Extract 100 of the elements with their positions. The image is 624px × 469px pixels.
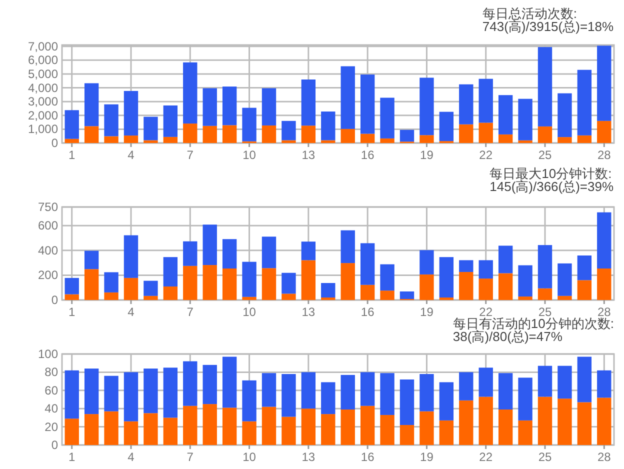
bar	[64, 278, 79, 294]
bar	[301, 260, 316, 300]
bar	[360, 74, 375, 134]
bar	[380, 98, 394, 138]
x-tick-label: 22	[479, 305, 493, 319]
bar	[104, 136, 118, 143]
bar	[183, 266, 198, 300]
y-tick-label: 80	[44, 365, 58, 380]
bar	[163, 257, 178, 286]
chart-title: 每日最大10分钟计数:	[490, 166, 612, 181]
bar	[597, 268, 612, 300]
bar	[301, 372, 316, 409]
y-tick-label: 0	[51, 438, 58, 452]
bar	[498, 410, 513, 445]
x-tick-label: 4	[128, 148, 135, 162]
bar	[518, 296, 532, 300]
bar	[64, 370, 79, 419]
bar	[538, 288, 552, 300]
bar	[242, 421, 256, 445]
bar	[360, 284, 375, 300]
bar	[538, 126, 552, 143]
x-tick-label: 25	[538, 450, 552, 464]
bar	[262, 236, 276, 268]
bar	[577, 255, 592, 280]
bar	[84, 414, 99, 445]
chart-title: 每日有活动的10分钟的次数:	[452, 316, 614, 331]
bar	[222, 239, 237, 269]
bar	[400, 130, 414, 142]
bar	[478, 278, 493, 300]
y-tick-label: 2,000	[28, 108, 58, 122]
bar	[301, 408, 316, 445]
bar	[64, 138, 79, 143]
bar	[183, 406, 198, 445]
bar	[558, 366, 572, 399]
bar	[597, 120, 612, 143]
bar	[84, 126, 99, 143]
bar	[439, 382, 454, 420]
bar	[202, 224, 217, 266]
bar	[242, 108, 256, 142]
bar	[498, 95, 513, 134]
bar	[104, 292, 118, 300]
bar	[380, 264, 394, 291]
bar	[222, 125, 237, 143]
bar	[498, 246, 513, 274]
bar	[124, 235, 138, 278]
bar	[380, 373, 394, 415]
bar	[163, 368, 178, 418]
y-tick-label: 750	[38, 200, 58, 214]
bar	[340, 374, 355, 410]
bar	[84, 269, 99, 300]
y-tick-label: 5,000	[28, 66, 58, 81]
bar	[282, 140, 296, 143]
bar	[459, 84, 474, 124]
bar	[202, 88, 217, 126]
x-tick-label: 19	[420, 148, 434, 162]
chart-title: 每日总活动次数:	[482, 6, 578, 21]
bar	[163, 286, 178, 300]
bar	[163, 136, 178, 143]
bar	[478, 78, 493, 123]
bar	[183, 124, 198, 143]
bar	[558, 398, 572, 445]
x-tick-label: 10	[242, 450, 256, 464]
x-tick-label: 16	[360, 450, 375, 464]
bar	[420, 135, 434, 143]
bar	[498, 373, 513, 410]
chart-subtitle: 743(高)/3915(总)=18%	[482, 19, 614, 34]
bar	[124, 421, 138, 445]
bar	[144, 280, 158, 296]
bar	[222, 86, 237, 126]
bar	[124, 136, 138, 143]
bar	[558, 93, 572, 138]
x-tick-label: 22	[479, 450, 493, 464]
bar	[183, 241, 198, 266]
y-tick-label: 0	[51, 136, 58, 150]
bar	[163, 418, 178, 445]
bar	[340, 263, 355, 300]
bar	[321, 382, 336, 414]
bar	[64, 294, 79, 300]
bar	[163, 105, 178, 137]
y-tick-label: 600	[38, 218, 58, 233]
x-tick-label: 1	[68, 148, 76, 162]
bar	[558, 296, 572, 300]
bar	[518, 265, 532, 297]
bar	[301, 242, 316, 260]
y-tick-label: 400	[38, 243, 58, 258]
x-tick-label: 28	[597, 305, 612, 319]
bar	[104, 272, 118, 292]
bar	[282, 374, 296, 417]
x-tick-label: 4	[128, 450, 135, 464]
bar	[64, 110, 79, 139]
bar	[518, 420, 532, 445]
bar	[222, 408, 237, 445]
y-tick-label: 100	[38, 347, 58, 361]
bar	[577, 135, 592, 143]
bar	[538, 366, 552, 397]
bar	[84, 250, 99, 270]
bar	[459, 400, 474, 445]
bar	[321, 414, 336, 445]
bar	[577, 70, 592, 136]
bar	[144, 116, 158, 140]
